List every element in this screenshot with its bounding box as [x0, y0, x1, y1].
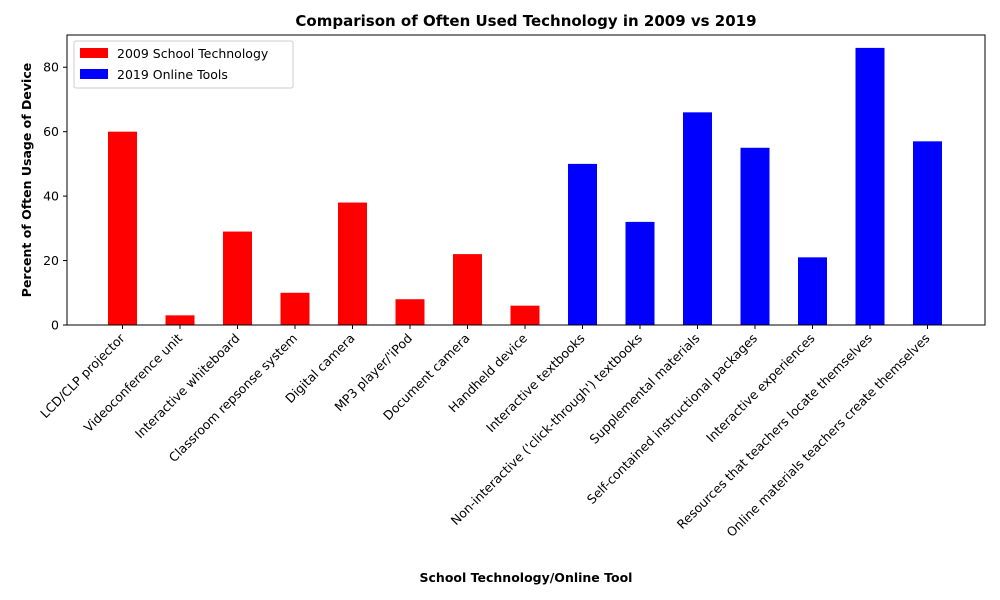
legend-swatch-2009 [80, 48, 108, 58]
x-axis-title: School Technology/Online Tool [420, 570, 633, 585]
bar-2019-9 [625, 221, 655, 325]
bar-2009-4 [338, 202, 367, 325]
bar-2009-7 [510, 305, 540, 325]
bar-2009-1 [165, 315, 195, 325]
bar-2009-6 [453, 254, 482, 325]
legend-label-2009: 2009 School Technology [117, 46, 269, 61]
y-axis: 0 20 40 60 80 [43, 60, 67, 333]
bar-2009-2 [223, 231, 252, 325]
y-tick-label-0: 0 [51, 318, 59, 333]
plot-frame [66, 34, 986, 326]
bar-2019-12 [798, 257, 827, 325]
x-tick-label-13: Resources that teachers locate themselve… [674, 331, 875, 532]
chart-title: Comparison of Often Used Technology in 2… [295, 12, 756, 30]
legend-swatch-2019 [80, 69, 108, 79]
bar-2009-3 [280, 292, 310, 325]
x-tick-label-10: Supplemental materials [586, 331, 702, 447]
legend-frame [73, 40, 294, 89]
legend: 2009 School Technology 2019 Online Tools [73, 40, 294, 89]
y-tick-label-4: 80 [43, 60, 59, 75]
bar-2019-14 [913, 141, 942, 325]
bar-2019-11 [740, 147, 770, 325]
bar-2009-5 [395, 299, 425, 325]
bars-layer [108, 47, 942, 326]
y-tick-label-3: 60 [43, 124, 59, 139]
bar-2019-13 [855, 47, 885, 326]
x-tick-label-1: Videoconference unit [81, 330, 186, 435]
x-tick-label-12: Interactive experiences [703, 331, 818, 446]
bar-2009-0 [108, 131, 137, 325]
y-tick-label-1: 20 [43, 253, 59, 268]
x-tick-label-14: Online materials teachers create themsel… [723, 331, 932, 540]
y-tick-label-2: 40 [43, 189, 59, 204]
y-axis-title: Percent of Often Usage of Device [19, 63, 34, 297]
bar-2019-10 [683, 112, 712, 325]
x-tick-label-8: Interactive textbooks [483, 331, 588, 436]
bar-2019-8 [568, 163, 597, 325]
x-tick-label-2: Interactive whiteboard [132, 331, 243, 442]
legend-label-2019: 2019 Online Tools [117, 67, 228, 82]
